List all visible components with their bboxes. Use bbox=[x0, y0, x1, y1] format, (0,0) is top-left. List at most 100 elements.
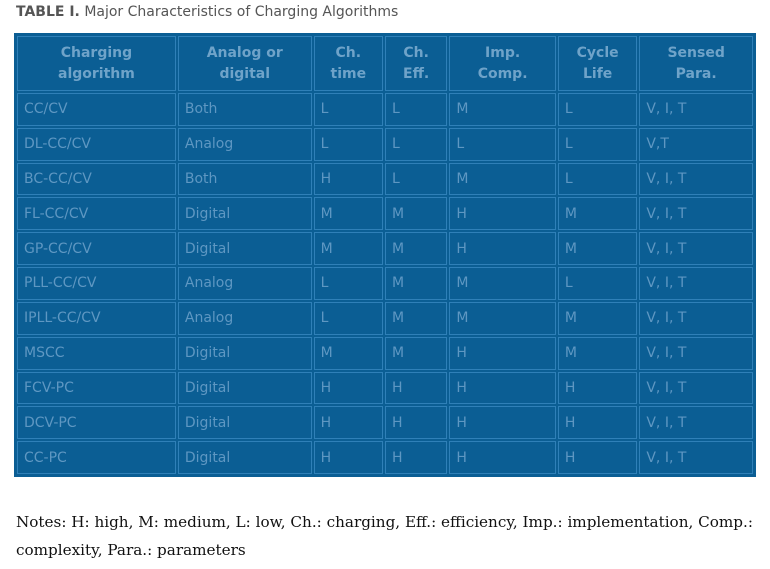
table-cell: M bbox=[557, 336, 638, 370]
table-cell: H bbox=[313, 162, 383, 196]
column-header: Cycle Life bbox=[557, 36, 638, 91]
table-row: FCV-PC Digital H H H H V, I, T bbox=[17, 371, 753, 405]
table-cell: M bbox=[313, 197, 383, 231]
table-cell: FL-CC/CV bbox=[17, 197, 176, 231]
column-header: Imp. Comp. bbox=[449, 36, 556, 91]
table-cell: IPLL-CC/CV bbox=[17, 301, 176, 335]
table-cell: M bbox=[313, 336, 383, 370]
column-header-line: Analog or bbox=[206, 44, 283, 61]
table-cell: MSCC bbox=[17, 336, 176, 370]
table-cell: Both bbox=[177, 162, 312, 196]
column-header: Ch. time bbox=[313, 36, 383, 91]
caption-label: TABLE I. bbox=[16, 4, 80, 20]
table-cell: M bbox=[449, 162, 556, 196]
caption-text: Major Characteristics of Charging Algori… bbox=[84, 4, 399, 20]
column-header-line: algorithm bbox=[58, 65, 135, 82]
table-cell: Digital bbox=[177, 371, 312, 405]
table-cell: H bbox=[449, 232, 556, 266]
table-header-row: Charging algorithm Analog or digital Ch. time… bbox=[17, 36, 753, 91]
table-cell: Analog bbox=[177, 301, 312, 335]
table-cell: V, I, T bbox=[639, 267, 753, 300]
table-row: FL-CC/CV Digital M M H M V, I, T bbox=[17, 197, 753, 231]
table-cell: H bbox=[449, 441, 556, 474]
table-cell: Digital bbox=[177, 441, 312, 474]
table-cell: V, I, T bbox=[639, 162, 753, 196]
table-cell: H bbox=[449, 406, 556, 440]
table-row: BC-CC/CV Both H L M L V, I, T bbox=[17, 162, 753, 196]
table-cell: H bbox=[384, 371, 448, 405]
table-cell: V, I, T bbox=[639, 336, 753, 370]
table-caption: TABLE I. Major Characteristics of Chargi… bbox=[16, 4, 398, 20]
table-cell: Digital bbox=[177, 232, 312, 266]
table-cell: M bbox=[384, 267, 448, 300]
table-cell: V,T bbox=[639, 127, 753, 161]
column-header-line: Para. bbox=[675, 65, 717, 82]
table-cell: M bbox=[557, 232, 638, 266]
column-header-line: Charging bbox=[60, 44, 133, 61]
table-cell: L bbox=[384, 127, 448, 161]
table-cell: H bbox=[313, 406, 383, 440]
table-row: IPLL-CC/CV Analog L M M M V, I, T bbox=[17, 301, 753, 335]
table-cell: CC/CV bbox=[17, 93, 176, 126]
table-cell: Digital bbox=[177, 197, 312, 231]
table-cell: H bbox=[384, 406, 448, 440]
table-cell: M bbox=[384, 336, 448, 370]
table-notes: Notes: H: high, M: medium, L: low, Ch.: … bbox=[16, 513, 753, 559]
column-header-line: Comp. bbox=[477, 65, 528, 82]
column-header-line: Imp. bbox=[485, 44, 521, 61]
table-cell: Digital bbox=[177, 406, 312, 440]
table-cell: L bbox=[557, 267, 638, 300]
column-header-line: digital bbox=[219, 65, 271, 82]
table-row: GP-CC/CV Digital M M H M V, I, T bbox=[17, 232, 753, 266]
table-row: DCV-PC Digital H H H H V, I, T bbox=[17, 406, 753, 440]
table-cell: H bbox=[313, 371, 383, 405]
table-cell: L bbox=[313, 127, 383, 161]
table-cell: L bbox=[313, 93, 383, 126]
table-cell: DCV-PC bbox=[17, 406, 176, 440]
table-row: CC-PC Digital H H H H V, I, T bbox=[17, 441, 753, 474]
table-cell: M bbox=[449, 301, 556, 335]
table-cell: M bbox=[384, 301, 448, 335]
table-cell: M bbox=[313, 232, 383, 266]
column-header-line: Cycle bbox=[576, 44, 619, 61]
table-cell: M bbox=[449, 93, 556, 126]
table-cell: H bbox=[384, 441, 448, 474]
table-cell: Digital bbox=[177, 336, 312, 370]
column-header: Ch. Eff. bbox=[384, 36, 448, 91]
table-cell: Both bbox=[177, 93, 312, 126]
table-cell: BC-CC/CV bbox=[17, 162, 176, 196]
column-header: Sensed Para. bbox=[639, 36, 753, 91]
table-cell: FCV-PC bbox=[17, 371, 176, 405]
table-cell: M bbox=[557, 197, 638, 231]
column-header-line: Life bbox=[582, 65, 613, 82]
column-header-line: Ch. bbox=[335, 44, 362, 61]
table-cell: M bbox=[384, 232, 448, 266]
table-cell: V, I, T bbox=[639, 441, 753, 474]
table-cell: V, I, T bbox=[639, 232, 753, 266]
table-cell: V, I, T bbox=[639, 406, 753, 440]
characteristics-table: Charging algorithm Analog or digital Ch. time… bbox=[15, 34, 755, 476]
table-cell: PLL-CC/CV bbox=[17, 267, 176, 300]
table-row: PLL-CC/CV Analog L M M L V, I, T bbox=[17, 267, 753, 300]
table-cell: V, I, T bbox=[639, 301, 753, 335]
table-cell: DL-CC/CV bbox=[17, 127, 176, 161]
column-header-line: Ch. bbox=[403, 44, 429, 61]
table-cell: L bbox=[557, 127, 638, 161]
characteristics-table-container: Charging algorithm Analog or digital Ch. time… bbox=[14, 33, 756, 477]
table-row: MSCC Digital M M H M V, I, T bbox=[17, 336, 753, 370]
table-cell: V, I, T bbox=[639, 371, 753, 405]
table-cell: H bbox=[313, 441, 383, 474]
column-header: Charging algorithm bbox=[17, 36, 176, 91]
table-cell: V, I, T bbox=[639, 197, 753, 231]
table-cell: M bbox=[557, 301, 638, 335]
table-cell: H bbox=[557, 406, 638, 440]
table-cell: L bbox=[384, 93, 448, 126]
table-cell: Analog bbox=[177, 267, 312, 300]
table-cell: H bbox=[557, 371, 638, 405]
table-cell: L bbox=[384, 162, 448, 196]
table-cell: Analog bbox=[177, 127, 312, 161]
table-cell: L bbox=[313, 301, 383, 335]
table-cell: H bbox=[449, 197, 556, 231]
table-cell: L bbox=[557, 162, 638, 196]
table-body: CC/CV Both L L M L V, I, T DL-CC/CV Analog L L L L V,… bbox=[17, 93, 753, 474]
